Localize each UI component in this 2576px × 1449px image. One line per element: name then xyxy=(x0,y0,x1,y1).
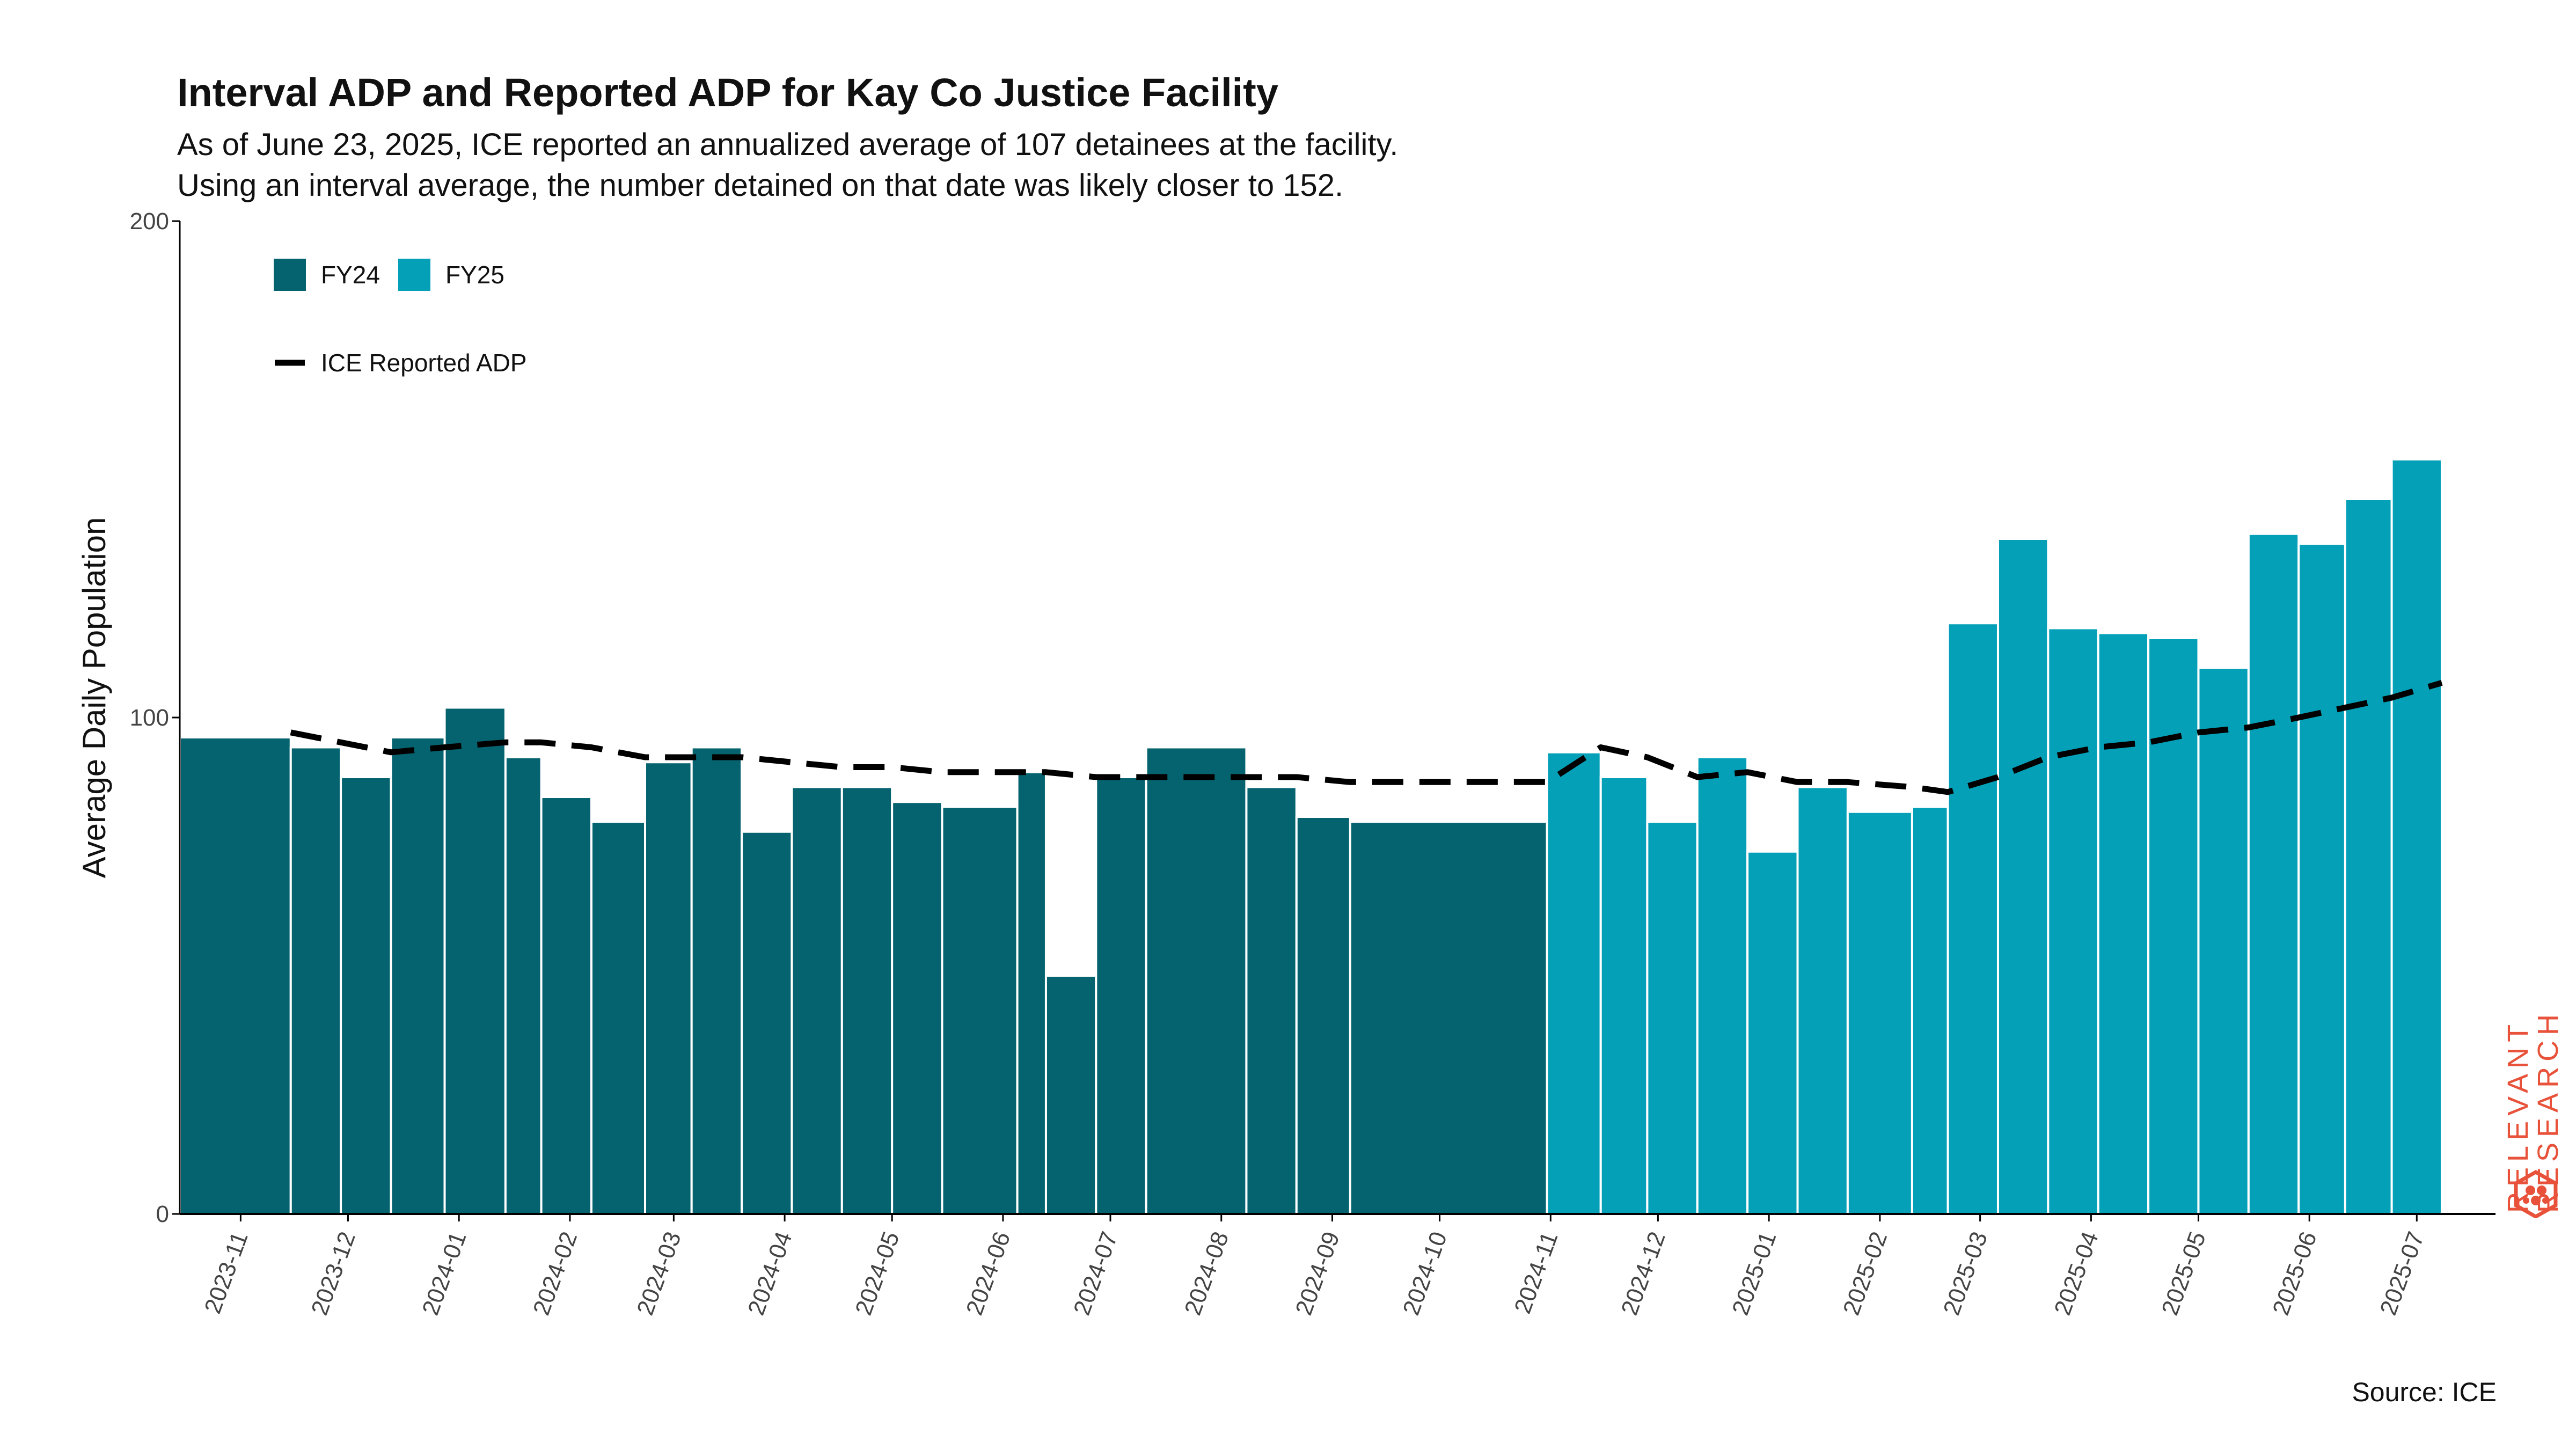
bar-fy24-20 xyxy=(1295,816,1351,1215)
y-axis-label: Average Daily Population xyxy=(76,517,112,879)
bar-fy24-6 xyxy=(540,796,592,1215)
bar-fy24-2 xyxy=(340,776,392,1215)
bar-fy24-7 xyxy=(590,821,647,1215)
y-tick-label-200: 200 xyxy=(130,208,169,235)
source-note: Source: ICE xyxy=(2352,1377,2497,1407)
y-tick-label-100: 100 xyxy=(130,705,169,731)
x-tick-label-2024-10: 2024-10 xyxy=(1398,1228,1452,1319)
legend-swatch-fy25 xyxy=(398,259,430,291)
x-tick-label-2024-08: 2024-08 xyxy=(1180,1228,1234,1319)
bar-fy25-32 xyxy=(2047,627,2099,1215)
y-tick-label-0: 0 xyxy=(156,1201,169,1227)
bar-fy24-1 xyxy=(289,746,342,1215)
chart-title: Interval ADP and Reported ADP for Kay Co… xyxy=(177,70,1278,115)
bars-layer xyxy=(179,458,2443,1215)
x-tick-label-2025-03: 2025-03 xyxy=(1938,1228,1993,1319)
x-tick-label-2024-12: 2024-12 xyxy=(1616,1228,1671,1319)
x-tick-label-2024-05: 2024-05 xyxy=(850,1228,904,1319)
bar-fy24-21 xyxy=(1349,821,1548,1215)
subtitle-line-1: As of June 23, 2025, ICE reported an ann… xyxy=(177,127,1399,162)
x-tick-label-2024-06: 2024-06 xyxy=(961,1228,1015,1319)
series-line-ice-reported-adp xyxy=(290,680,2443,795)
bar-fy25-27 xyxy=(1796,786,1849,1215)
line-layer xyxy=(290,680,2443,795)
bar-fy25-30 xyxy=(1946,622,1999,1215)
x-tick-label-2024-01: 2024-01 xyxy=(417,1228,471,1319)
x-tick-label-2023-12: 2023-12 xyxy=(306,1228,361,1319)
bar-fy24-5 xyxy=(504,756,543,1215)
x-tick-label-2024-03: 2024-03 xyxy=(632,1228,686,1319)
bar-fy24-3 xyxy=(390,736,446,1215)
x-tick-label-2023-11: 2023-11 xyxy=(200,1228,253,1317)
bar-fy25-25 xyxy=(1696,756,1749,1215)
legend-label-ice-reported-adp: ICE Reported ADP xyxy=(321,349,527,377)
bar-fy25-31 xyxy=(1996,538,2050,1215)
x-tick-label-2025-02: 2025-02 xyxy=(1838,1228,1892,1319)
x-tick-label-2024-11: 2024-11 xyxy=(1510,1228,1563,1317)
bar-fy25-39 xyxy=(2390,458,2443,1215)
bar-fy24-9 xyxy=(690,746,743,1215)
bar-fy25-29 xyxy=(1911,806,1949,1215)
x-tick-label-2025-04: 2025-04 xyxy=(2050,1228,2104,1319)
x-tick-label-2024-02: 2024-02 xyxy=(528,1228,582,1319)
bar-fy25-26 xyxy=(1746,850,1799,1215)
x-tick-label-2025-07: 2025-07 xyxy=(2375,1228,2429,1319)
legend-label-fy25: FY25 xyxy=(445,261,504,289)
bar-fy25-23 xyxy=(1599,776,1649,1215)
chart-subtitle: As of June 23, 2025, ICE reported an ann… xyxy=(177,125,1398,206)
bar-fy25-37 xyxy=(2297,543,2346,1215)
brand-logo: RELEVANT RESEARCH xyxy=(2501,987,2576,1234)
bar-fy25-28 xyxy=(1846,810,1913,1215)
bar-fy24-17 xyxy=(1095,776,1147,1215)
bar-fy24-14 xyxy=(941,806,1019,1215)
bar-fy25-35 xyxy=(2197,667,2250,1215)
bar-fy24-13 xyxy=(891,801,943,1215)
x-tick-label-2025-01: 2025-01 xyxy=(1727,1228,1781,1319)
bar-fy25-38 xyxy=(2344,498,2393,1215)
bar-fy24-8 xyxy=(644,761,693,1215)
bar-fy24-15 xyxy=(1016,771,1047,1215)
bar-fy24-0 xyxy=(179,736,292,1215)
bar-fy24-18 xyxy=(1145,746,1248,1215)
x-tick-label-2024-07: 2024-07 xyxy=(1069,1228,1123,1319)
bar-fy24-19 xyxy=(1245,786,1298,1215)
x-tick-label-2024-04: 2024-04 xyxy=(743,1228,797,1319)
bar-fy24-11 xyxy=(791,786,843,1215)
bar-fy25-34 xyxy=(2147,637,2200,1215)
bar-fy25-24 xyxy=(1646,821,1699,1215)
bar-fy24-4 xyxy=(443,706,507,1215)
bar-fy24-12 xyxy=(840,786,894,1215)
x-tick-label-2025-06: 2025-06 xyxy=(2267,1228,2322,1319)
bar-fy25-33 xyxy=(2097,632,2150,1215)
x-tick-label-2025-05: 2025-05 xyxy=(2157,1228,2211,1319)
legend: FY24 FY25 ICE Reported ADP xyxy=(274,259,527,377)
bar-fy25-22 xyxy=(1546,751,1602,1215)
bar-fy24-16 xyxy=(1044,975,1097,1215)
bar-fy24-10 xyxy=(741,830,793,1215)
legend-swatch-fy24 xyxy=(274,259,306,291)
hexagon-molecule-icon xyxy=(2514,1170,2558,1218)
bar-fy25-36 xyxy=(2247,532,2300,1215)
legend-label-fy24: FY24 xyxy=(321,261,380,289)
x-tick-label-2024-09: 2024-09 xyxy=(1291,1228,1345,1319)
subtitle-line-2: Using an interval average, the number de… xyxy=(177,168,1344,203)
